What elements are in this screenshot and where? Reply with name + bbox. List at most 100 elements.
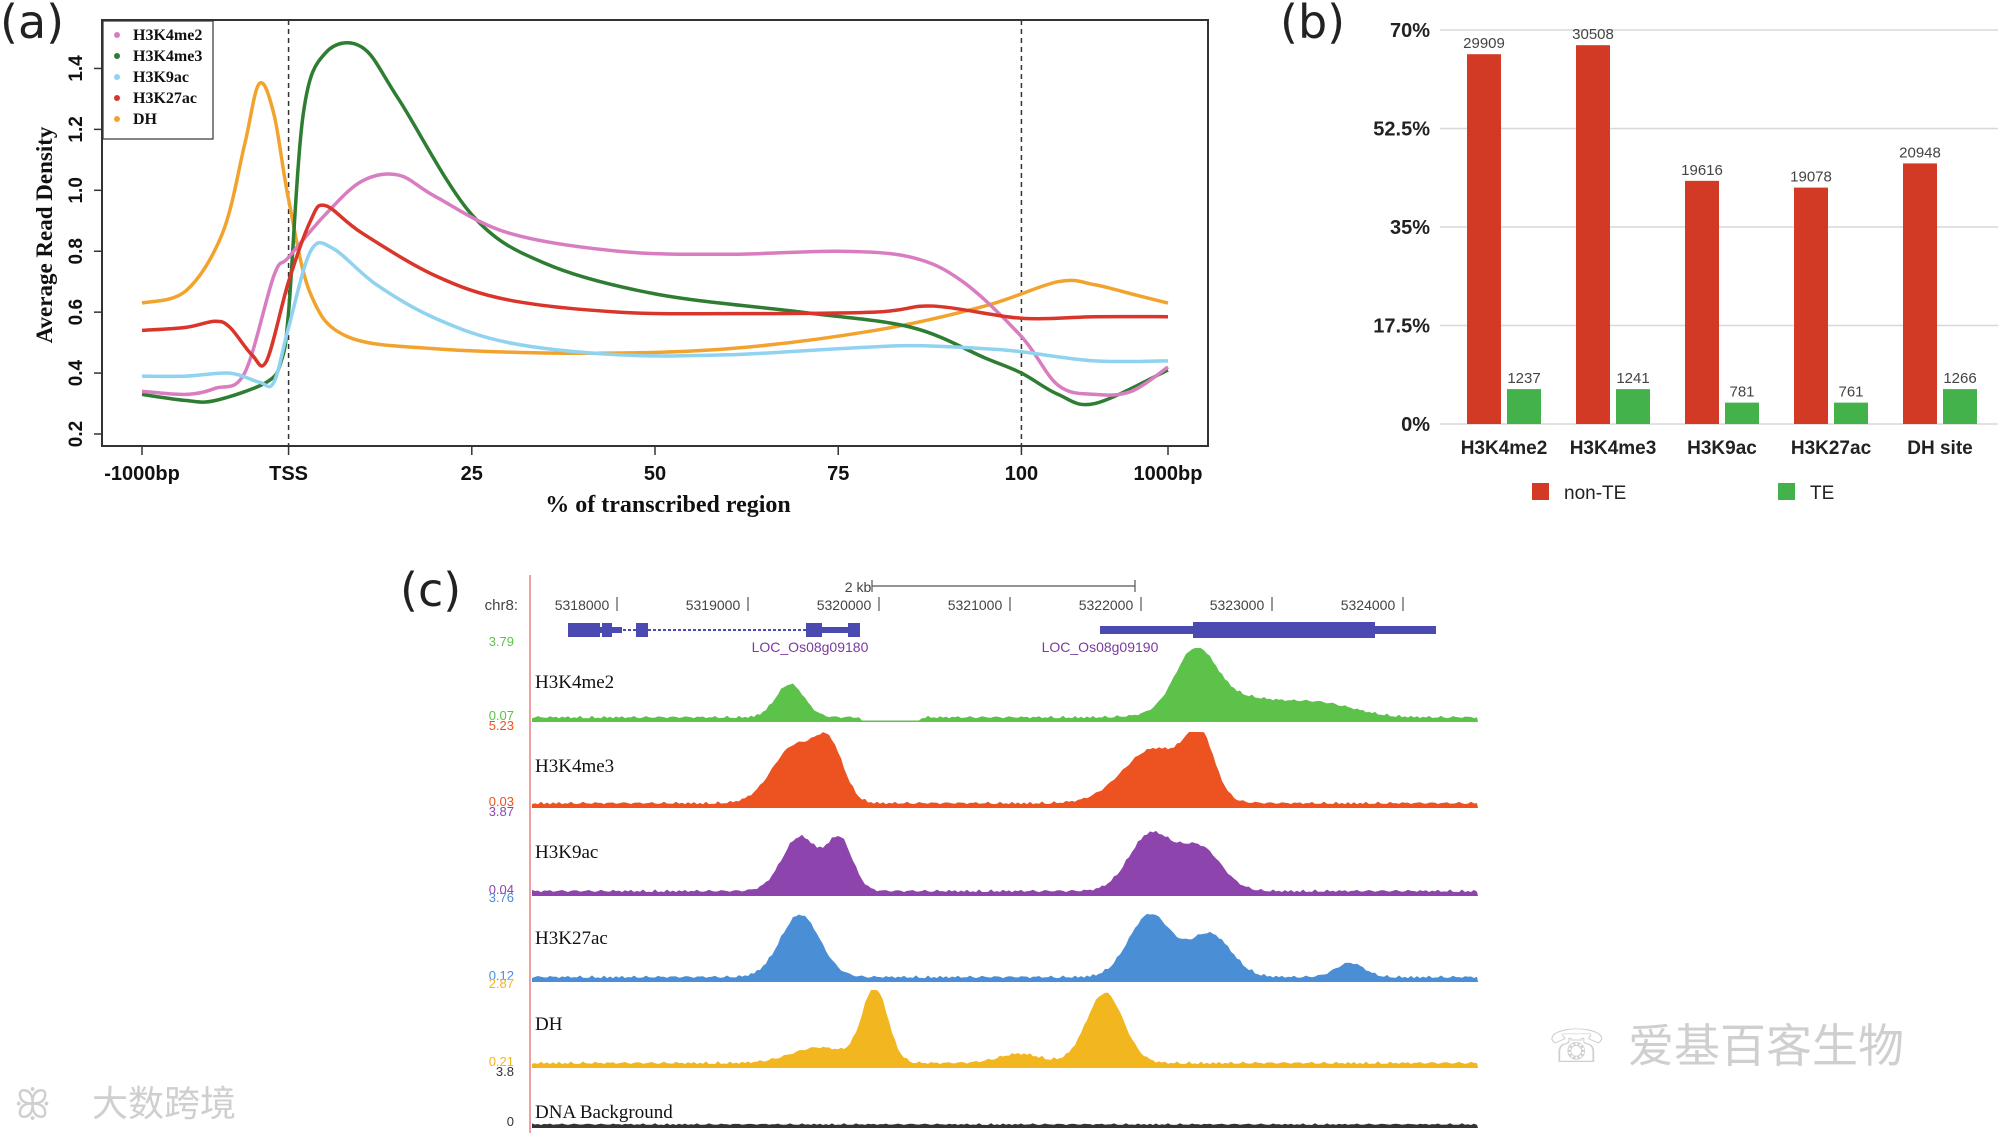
y-tick-label: 1.2 [66,116,87,142]
y-tick-label: 52.5% [1373,119,1430,141]
legend-label: H3K4me3 [133,48,202,65]
watermark-right-text: 爱基百客生物 [1628,1019,1904,1073]
chrom-label: chr8: [485,597,518,614]
legend-swatch [1532,483,1549,500]
bar-value-label: 1266 [1943,370,1976,387]
y-tick-label: 17.5% [1373,316,1430,338]
track-area-0 [532,648,1478,722]
gene-utr [568,627,622,633]
legend-marker [114,32,120,38]
track-area-2 [532,830,1478,896]
series-line-dh [141,81,1169,356]
x-axis-label: % of transcribed region [545,492,791,518]
legend-marker [114,74,120,80]
legend-label: H3K27ac [133,90,197,107]
bar-non-te-0 [1467,54,1501,425]
bar-te-2 [1725,402,1759,424]
x-tick-label: -1000bp [104,463,180,485]
gene-label: LOC_Os08g09190 [1042,639,1159,655]
y-tick-label: 1.0 [66,177,87,203]
category-label: H3K9ac [1687,438,1757,459]
panel-label-c: (c) [400,563,461,617]
y-tick-label: 0.6 [66,299,87,325]
legend-label: TE [1810,483,1834,504]
category-label: DH site [1907,438,1972,459]
track-name: H3K4me2 [535,672,614,693]
series-line-h3k9ac [141,240,1169,389]
bar-te-3 [1834,402,1868,424]
legend-label: DH [133,111,158,128]
gene-utr [820,627,860,633]
position-label: 5322000 [1079,597,1134,613]
x-tick-label: 75 [827,463,849,485]
track-max: 2.87 [489,976,514,991]
legend-box [102,20,214,140]
track-area-3 [532,913,1478,982]
y-tick-label: 0.2 [66,421,87,447]
bar-chart-b: 0% 17.5% 35% 52.5% 70% 29909 1237 30508 1241 196… [1373,20,1998,504]
track-max: 3.76 [489,890,514,905]
legend-label: non-TE [1564,483,1626,504]
y-tick-label: 0.8 [66,238,87,264]
track-area-1 [532,732,1478,808]
category-label: H3K27ac [1791,438,1872,459]
panel-label-a: (a) [0,0,64,49]
track-max: 3.8 [496,1064,514,1079]
track-max: 5.23 [489,718,514,733]
position-label: 5323000 [1210,597,1265,613]
track-max: 3.79 [489,634,514,649]
category-label: H3K4me2 [1461,438,1548,459]
position-label: 5321000 [948,597,1003,613]
legend-marker [114,53,120,59]
category-label: H3K4me3 [1570,438,1657,459]
track-min: 0 [507,1114,514,1129]
legend-swatch [1778,483,1795,500]
track-min: 0.03 [489,794,514,809]
scale-bar-label: 2 kb [845,579,872,595]
bar-value-label: 761 [1838,384,1863,401]
position-label: 5318000 [555,597,610,613]
y-tick-label: 0% [1401,414,1430,436]
track-min: 0.04 [489,882,514,897]
bar-te-0 [1507,389,1541,424]
x-tick-label: 25 [461,463,483,485]
x-tick-label: TSS [269,463,308,485]
genome-browser-c: chr8: 2 kb 5318000 5319000 5320000 5321000 5… [485,575,1478,1133]
track-max: 3.87 [489,804,514,819]
track-name: H3K27ac [535,928,608,949]
bar-value-label: 781 [1729,384,1754,401]
track-min: 0.12 [489,968,514,983]
bar-value-label: 1241 [1616,370,1649,387]
bar-value-label: 19616 [1681,162,1723,179]
wechat-icon: ☏ [1548,1019,1606,1073]
series-line-h3k4me2 [141,172,1170,397]
x-tick-label: 100 [1005,463,1038,485]
bar-value-label: 20948 [1899,144,1941,161]
gene-label: LOC_Os08g09180 [752,639,869,655]
bar-te-1 [1616,389,1650,424]
y-tick-label: 0.4 [66,359,87,386]
bar-non-te-3 [1794,187,1828,424]
track-area-4 [532,990,1478,1068]
panel-label-b: (b) [1280,0,1345,49]
legend-marker [114,95,120,101]
watermark-logo-icon: ꕥ [14,1082,51,1128]
position-label: 5324000 [1341,597,1396,613]
bar-value-label: 19078 [1790,169,1832,186]
gene-exon [806,623,822,637]
legend-label: H3K4me2 [133,27,202,44]
track-name: DNA Background [535,1102,673,1123]
watermark-left: ꕥ 大数跨境 [14,1082,236,1128]
track-area-5 [532,1123,1478,1128]
gene-exon [1193,622,1375,638]
bar-non-te-1 [1576,45,1610,424]
x-tick-label: 50 [644,463,666,485]
position-label: 5320000 [817,597,872,613]
bar-value-label: 1237 [1507,370,1540,387]
line-chart-a: 0.2 0.4 0.6 0.8 1.0 1.2 1.4 -1000bp TSS 25 50 75 10… [32,19,1209,518]
watermark-right: ☏ 爱基百客生物 [1548,1019,1904,1073]
watermark-left-text: 大数跨境 [92,1084,236,1125]
gene-exon [636,623,648,637]
legend-marker [114,116,120,122]
